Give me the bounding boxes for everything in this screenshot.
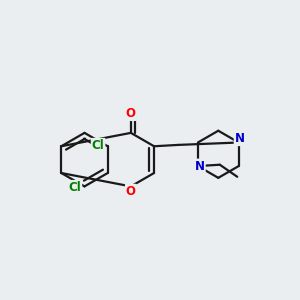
Text: O: O [126, 185, 136, 198]
Text: N: N [195, 160, 205, 172]
Text: O: O [126, 107, 136, 120]
Text: Cl: Cl [68, 181, 81, 194]
Text: N: N [235, 132, 244, 145]
Text: Cl: Cl [92, 139, 104, 152]
